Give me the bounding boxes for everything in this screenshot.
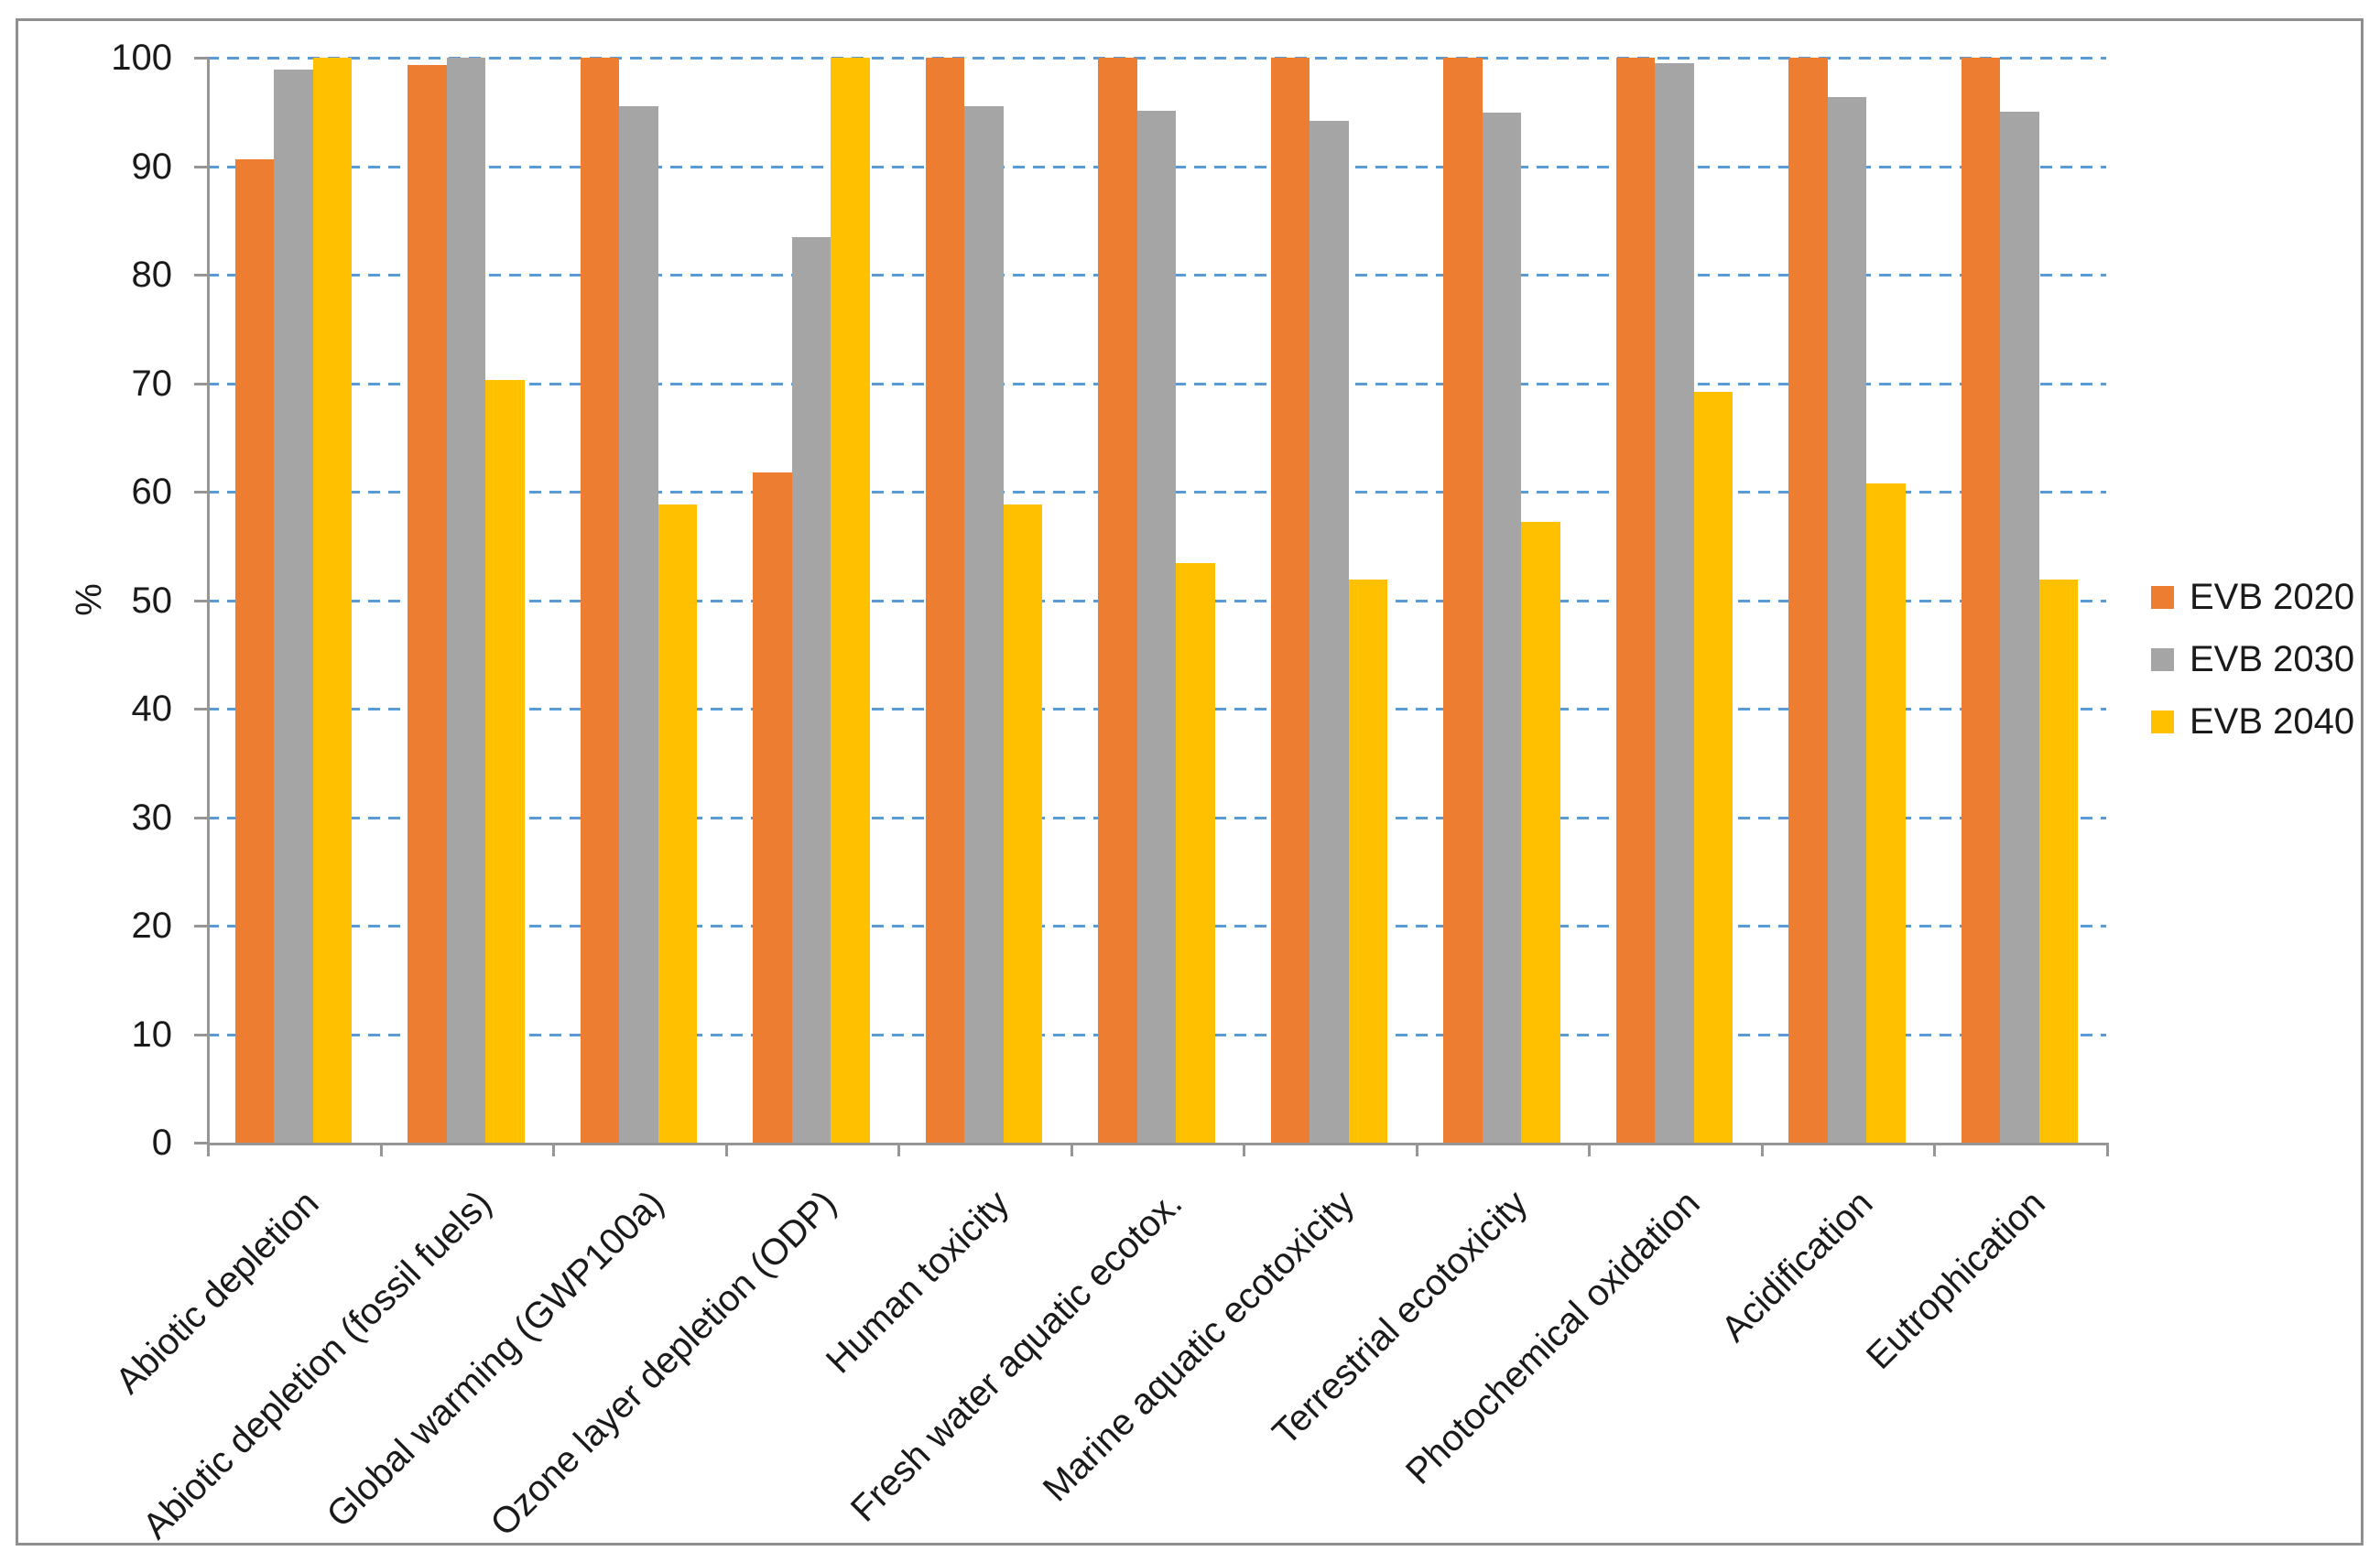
x-axis-tick — [1933, 1143, 1937, 1156]
bar-evb-2040 — [1521, 522, 1560, 1143]
legend-swatch — [2151, 710, 2174, 733]
legend-label: EVB 2040 — [2190, 700, 2355, 742]
legend-item: EVB 2030 — [2151, 639, 2354, 679]
x-axis-tick — [1243, 1143, 1246, 1156]
bar-evb-2040 — [831, 58, 870, 1143]
x-category-label: Abiotic depletion (fossil fuels) — [135, 1183, 499, 1547]
bar-evb-2030 — [274, 70, 313, 1143]
bar-evb-2040 — [1693, 391, 1733, 1143]
y-axis-tick — [194, 382, 209, 385]
y-tick-label: 50 — [131, 580, 173, 621]
y-axis-tick — [194, 708, 209, 710]
x-category-label: Fresh water aquatic ecotox. — [842, 1183, 1190, 1530]
bar-evb-2030 — [1310, 120, 1349, 1143]
y-axis-title: % — [69, 583, 110, 616]
bar-evb-2020 — [753, 472, 792, 1143]
bar-evb-2020 — [925, 58, 965, 1143]
y-tick-label: 40 — [131, 689, 173, 729]
y-tick-label: 0 — [151, 1123, 172, 1163]
y-tick-label: 20 — [131, 906, 173, 946]
y-axis-tick — [194, 57, 209, 60]
y-axis-tick — [194, 165, 209, 168]
y-axis-tick — [194, 274, 209, 277]
x-axis-tick — [1588, 1143, 1592, 1156]
bar-evb-2020 — [580, 58, 620, 1143]
x-axis-tick — [1070, 1143, 1073, 1156]
x-axis-tick — [207, 1143, 210, 1156]
bar-evb-2040 — [1003, 504, 1043, 1143]
legend-label: EVB 2020 — [2190, 576, 2355, 617]
y-tick-label: 80 — [131, 255, 173, 295]
bar-evb-2020 — [408, 65, 447, 1143]
y-axis-tick — [194, 1033, 209, 1036]
y-axis-tick — [194, 925, 209, 927]
y-tick-label: 60 — [131, 472, 173, 512]
legend-swatch — [2151, 585, 2174, 609]
bar-evb-2030 — [1136, 111, 1177, 1143]
y-axis-line — [207, 58, 210, 1145]
legend-label: EVB 2030 — [2190, 638, 2355, 679]
bar-evb-2030 — [619, 106, 658, 1143]
x-category-label: Acidification — [1713, 1183, 1881, 1350]
y-axis-tick — [194, 1142, 209, 1144]
bar-evb-2030 — [1827, 96, 1867, 1143]
x-category-label: Human toxicity — [818, 1183, 1017, 1382]
bar-evb-2040 — [485, 379, 525, 1143]
x-axis-line — [207, 1143, 2109, 1145]
x-axis-tick — [897, 1143, 901, 1156]
x-category-label: Ozone layer depletion (ODP) — [483, 1183, 845, 1545]
bar-evb-2030 — [2000, 112, 2039, 1143]
bar-evb-2020 — [1615, 58, 1656, 1143]
legend-swatch — [2151, 647, 2174, 671]
bar-evb-2030 — [446, 58, 486, 1143]
bar-evb-2040 — [1348, 579, 1388, 1143]
bar-evb-2020 — [1443, 58, 1483, 1143]
bar-evb-2020 — [1098, 58, 1137, 1143]
bar-evb-2030 — [964, 106, 1004, 1143]
x-axis-tick — [2106, 1143, 2109, 1156]
x-category-label: Photochemical oxidation — [1398, 1183, 1708, 1492]
y-tick-label: 10 — [131, 1014, 173, 1055]
y-tick-label: 30 — [131, 797, 173, 838]
bar-evb-2040 — [1866, 483, 1906, 1143]
x-axis-tick — [379, 1143, 383, 1156]
y-axis-tick — [194, 599, 209, 602]
bar-evb-2040 — [312, 58, 353, 1143]
y-tick-label: 100 — [111, 38, 172, 78]
bar-evb-2040 — [657, 504, 698, 1143]
y-axis-tick — [194, 816, 209, 819]
x-category-label: Marine aquatic ecotoxicity — [1036, 1183, 1363, 1510]
x-category-label: Eutrophication — [1858, 1183, 2053, 1377]
bar-evb-2040 — [1176, 563, 1215, 1143]
bar-evb-2020 — [1788, 58, 1828, 1143]
legend-item: EVB 2040 — [2151, 701, 2354, 742]
y-tick-label: 90 — [131, 146, 173, 187]
y-axis-tick — [194, 491, 209, 494]
bar-evb-2030 — [791, 236, 831, 1143]
bar-evb-2020 — [1270, 58, 1310, 1143]
x-category-label: Global warming (GWP100a) — [319, 1183, 672, 1535]
x-axis-tick — [552, 1143, 556, 1156]
y-tick-label: 70 — [131, 363, 173, 404]
x-axis-tick — [724, 1143, 728, 1156]
legend-item: EVB 2020 — [2151, 577, 2354, 617]
x-axis-tick — [1760, 1143, 1764, 1156]
bar-evb-2030 — [1482, 113, 1522, 1143]
bar-evb-2030 — [1655, 62, 1694, 1143]
bar-evb-2020 — [1961, 58, 2001, 1143]
bar-evb-2040 — [2038, 579, 2079, 1143]
x-axis-tick — [1415, 1143, 1418, 1156]
gridline — [207, 57, 2106, 60]
bar-evb-2020 — [234, 159, 275, 1143]
